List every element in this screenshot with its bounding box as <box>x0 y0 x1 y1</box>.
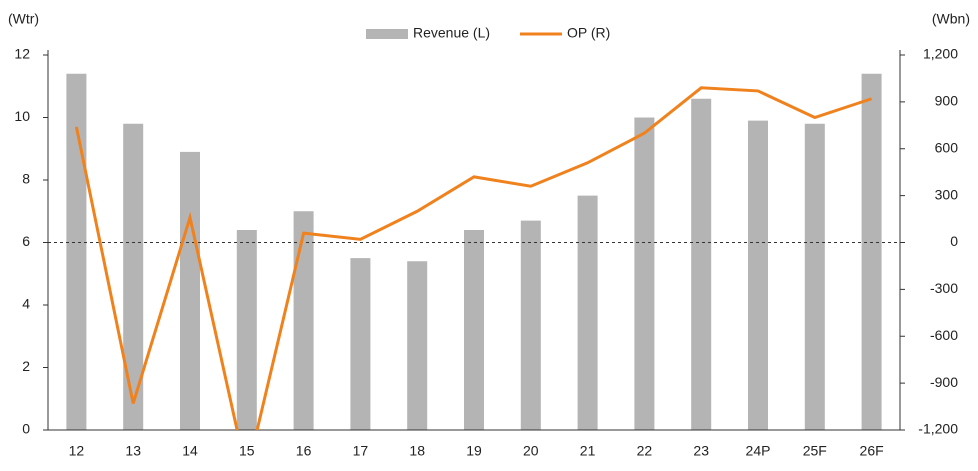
x-tick-label: 19 <box>466 443 482 459</box>
x-tick-label: 24P <box>746 443 771 459</box>
y2-tick-label: 300 <box>935 186 959 202</box>
legend-label: Revenue (L) <box>413 25 490 41</box>
bar <box>66 73 87 430</box>
y2-tick-label: -1,200 <box>918 421 958 437</box>
y2-tick-label: -900 <box>930 374 958 390</box>
bar <box>293 211 314 430</box>
y-axis-label: (Wtr) <box>8 11 39 27</box>
x-tick-label: 20 <box>523 443 539 459</box>
bar <box>464 230 484 430</box>
x-tick-label: 22 <box>637 443 653 459</box>
bar <box>691 98 712 430</box>
bar <box>520 220 541 430</box>
x-tick-label: 26F <box>860 443 884 459</box>
line <box>74 86 873 430</box>
bar <box>634 117 655 430</box>
y2-tick-label: 900 <box>935 93 959 109</box>
y2-tick-label: 1,200 <box>923 46 958 62</box>
bar <box>804 123 825 430</box>
x-tick-label: 21 <box>580 443 596 459</box>
bar <box>407 261 428 430</box>
x-tick-label: 16 <box>296 443 312 459</box>
bar <box>350 258 371 430</box>
y2-tick-label: -300 <box>930 280 958 296</box>
y-tick-label: 2 <box>22 358 30 374</box>
bar <box>123 123 144 430</box>
y-tick-label: 8 <box>22 171 30 187</box>
x-tick-label: 13 <box>125 443 141 459</box>
bar <box>236 230 257 430</box>
x-tick-label: 15 <box>239 443 255 459</box>
x-tick-label: 18 <box>409 443 425 459</box>
y2-tick-label: 0 <box>950 233 958 249</box>
bar <box>748 120 768 430</box>
y2-tick-label: -600 <box>930 327 958 343</box>
y-tick-label: 10 <box>14 108 30 124</box>
y-tick-label: 4 <box>22 296 30 312</box>
y-tick-label: 12 <box>14 46 30 62</box>
bar <box>861 73 882 430</box>
x-tick-label: 12 <box>69 443 85 459</box>
legend-label: OP (R) <box>567 25 610 41</box>
x-tick-label: 25F <box>803 443 827 459</box>
bar <box>577 195 598 430</box>
x-tick-label: 14 <box>182 443 198 459</box>
y-tick-label: 0 <box>22 421 30 437</box>
x-tick-label: 23 <box>693 443 709 459</box>
y2-axis-label: (Wbn) <box>932 11 970 27</box>
legend-swatch <box>366 29 408 39</box>
x-tick-label: 17 <box>353 443 369 459</box>
y2-tick-label: 600 <box>935 139 959 155</box>
y-tick-label: 6 <box>22 233 30 249</box>
bar <box>180 151 200 430</box>
